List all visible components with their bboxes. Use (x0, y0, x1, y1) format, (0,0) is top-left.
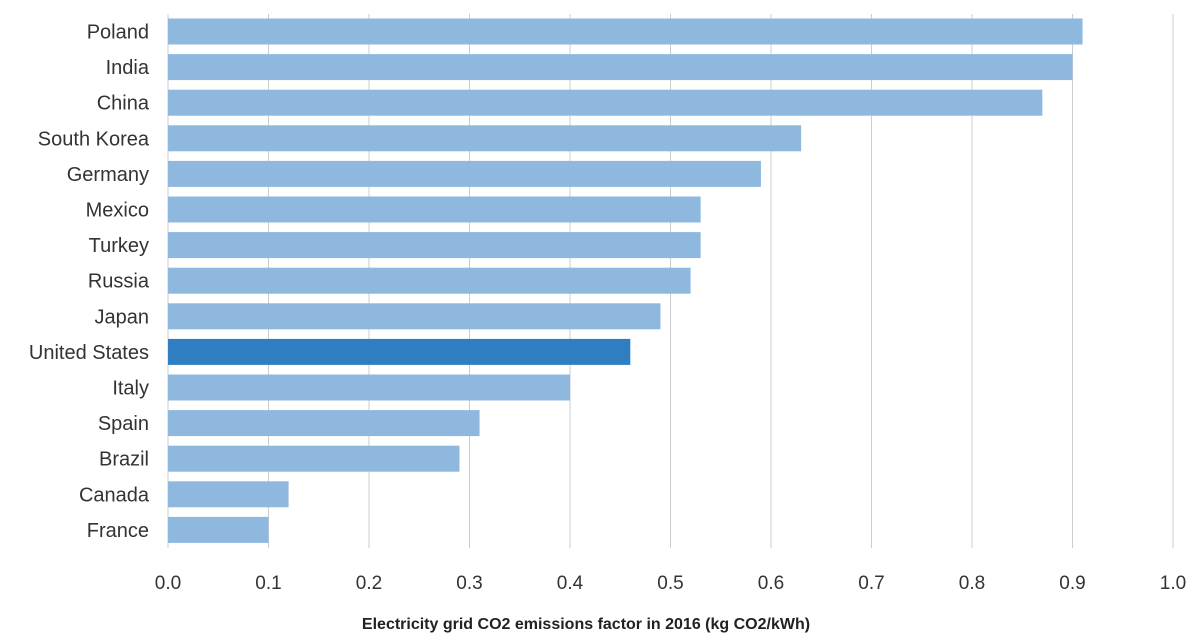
category-label: South Korea (38, 128, 150, 150)
bar-russia (168, 267, 691, 294)
x-tick-label: 0.1 (255, 573, 281, 594)
x-tick-label: 0.5 (657, 573, 683, 594)
category-label: France (87, 520, 149, 542)
x-tick-label: 0.4 (557, 573, 584, 594)
x-tick-label: 0.0 (155, 573, 181, 594)
bar-china (168, 89, 1043, 116)
x-tick-label: 0.2 (356, 573, 382, 594)
x-tick-label: 0.6 (758, 573, 784, 594)
bar-spain (168, 410, 480, 437)
bar-brazil (168, 445, 460, 472)
x-tick-label: 0.3 (456, 573, 482, 594)
category-label: Spain (98, 413, 149, 435)
category-label: United States (29, 342, 149, 364)
bar-canada (168, 481, 289, 508)
category-label: Mexico (86, 200, 149, 222)
category-label: Russia (88, 271, 150, 293)
x-axis-title: Electricity grid CO2 emissions factor in… (362, 616, 810, 633)
category-label: Japan (95, 306, 150, 328)
bar-turkey (168, 232, 701, 259)
x-tick-label: 0.7 (858, 573, 884, 594)
bars (168, 18, 1083, 543)
category-labels: Poland India China South Korea Germany Mexico… (29, 22, 150, 542)
category-label: Brazil (99, 449, 149, 471)
bar-india (168, 54, 1073, 81)
category-label: Germany (67, 164, 149, 186)
category-label: Poland (87, 22, 149, 44)
x-tick-label: 0.8 (959, 573, 985, 594)
category-label: India (106, 57, 150, 79)
bar-italy (168, 374, 570, 401)
category-label: Canada (79, 484, 150, 506)
bar-south-korea (168, 125, 802, 152)
category-label: China (97, 93, 150, 115)
x-tick-labels: 0.0 0.1 0.2 0.3 0.4 0.5 0.6 0.7 0.8 0.9 1.0 (155, 573, 1186, 594)
bar-germany (168, 160, 761, 187)
bar-poland (168, 18, 1083, 45)
category-label: Italy (112, 378, 149, 400)
bar-united-states (168, 338, 631, 365)
bar-france (168, 516, 269, 543)
bar-mexico (168, 196, 701, 223)
x-tick-label: 1.0 (1160, 573, 1186, 594)
bar-japan (168, 303, 661, 330)
category-label: Turkey (89, 235, 149, 257)
x-tick-label: 0.9 (1059, 573, 1085, 594)
